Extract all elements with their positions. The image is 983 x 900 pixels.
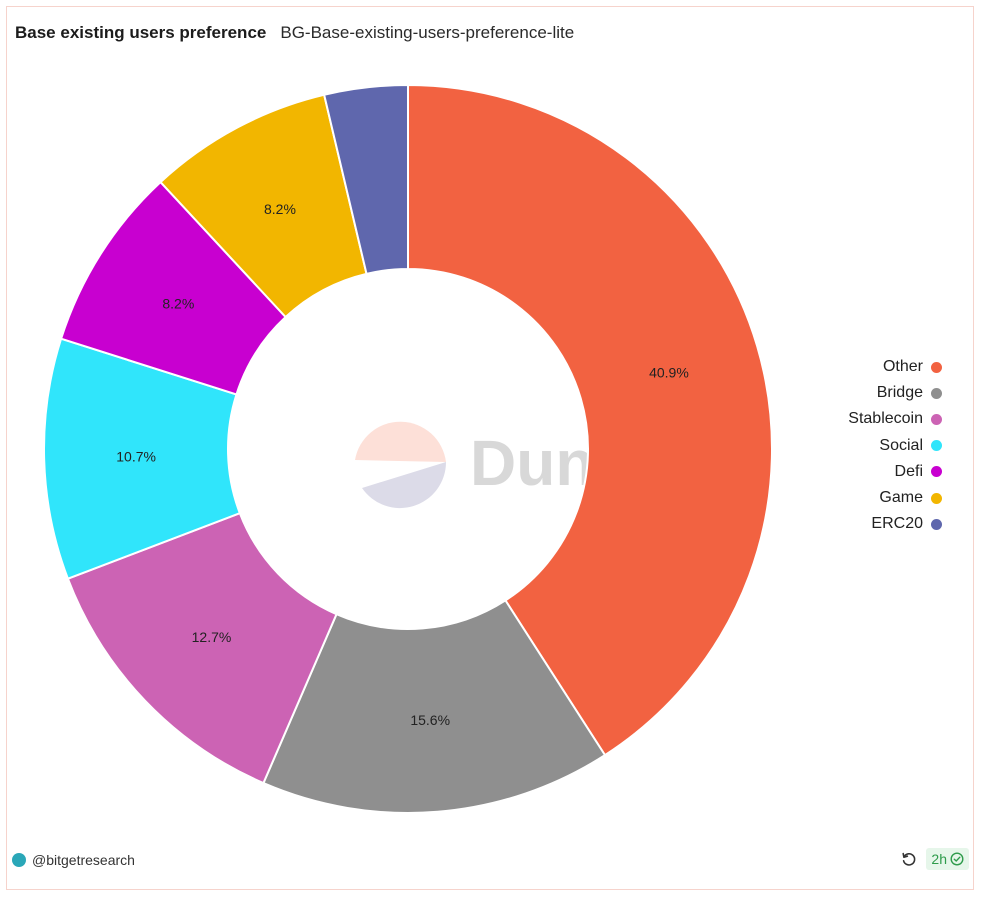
legend-item-stablecoin[interactable]: Stablecoin	[820, 406, 942, 432]
author-attribution[interactable]: @bitgetresearch	[12, 850, 135, 870]
slice-label-other: 40.9%	[649, 364, 689, 380]
refresh-icon[interactable]	[900, 850, 918, 868]
dune-logo-top	[355, 421, 446, 462]
freshness-age: 2h	[931, 851, 947, 867]
legend-item-erc20[interactable]: ERC20	[820, 511, 942, 537]
legend-swatch-other	[931, 361, 942, 373]
legend-label-other: Other	[882, 358, 923, 376]
legend-swatch-game	[931, 492, 942, 504]
slice-labels-group: 40.9% 15.6% 12.7% 10.7% 8.2% 8.2%	[116, 201, 689, 728]
slice-label-social: 10.7%	[116, 449, 156, 465]
legend-label-erc20: ERC20	[871, 515, 923, 533]
legend: Other Bridge Stablecoin Social Defi Game ERC20	[820, 354, 942, 537]
legend-swatch-social	[931, 440, 942, 452]
legend-item-game[interactable]: Game	[820, 485, 942, 511]
legend-label-bridge: Bridge	[876, 384, 923, 402]
dune-logo-bottom	[362, 462, 447, 509]
legend-label-social: Social	[879, 436, 923, 454]
slice-label-game: 8.2%	[264, 201, 296, 217]
legend-item-defi[interactable]: Defi	[820, 459, 942, 485]
slice-bridge[interactable]	[262, 598, 607, 814]
legend-swatch-erc20	[931, 518, 942, 530]
slice-other[interactable]	[407, 83, 773, 757]
legend-swatch-bridge	[931, 387, 942, 399]
slice-erc20[interactable]	[322, 83, 409, 276]
check-circle-icon	[950, 852, 964, 866]
slice-social[interactable]	[43, 337, 242, 581]
slice-stablecoin[interactable]	[66, 511, 338, 785]
legend-swatch-defi	[931, 466, 942, 478]
refresh-status: 2h	[900, 848, 969, 870]
freshness-badge: 2h	[926, 848, 969, 870]
legend-label-defi: Defi	[894, 462, 923, 480]
chart-header: Base existing users preference BG-Base-e…	[15, 21, 574, 45]
slice-label-stablecoin: 12.7%	[192, 629, 232, 645]
author-handle[interactable]: @bitgetresearch	[32, 852, 135, 868]
legend-swatch-stablecoin	[931, 413, 942, 425]
author-avatar	[12, 853, 26, 867]
legend-label-game: Game	[879, 489, 923, 507]
slice-label-defi: 8.2%	[162, 295, 194, 311]
legend-item-bridge[interactable]: Bridge	[820, 380, 942, 406]
legend-item-other[interactable]: Other	[820, 354, 942, 380]
chart-title: Base existing users preference	[15, 23, 267, 42]
legend-label-stablecoin: Stablecoin	[848, 410, 923, 428]
legend-item-social[interactable]: Social	[820, 433, 942, 459]
slices-group	[43, 83, 773, 814]
chart-subtitle[interactable]: BG-Base-existing-users-preference-lite	[280, 23, 575, 42]
slice-label-bridge: 15.6%	[410, 712, 450, 728]
